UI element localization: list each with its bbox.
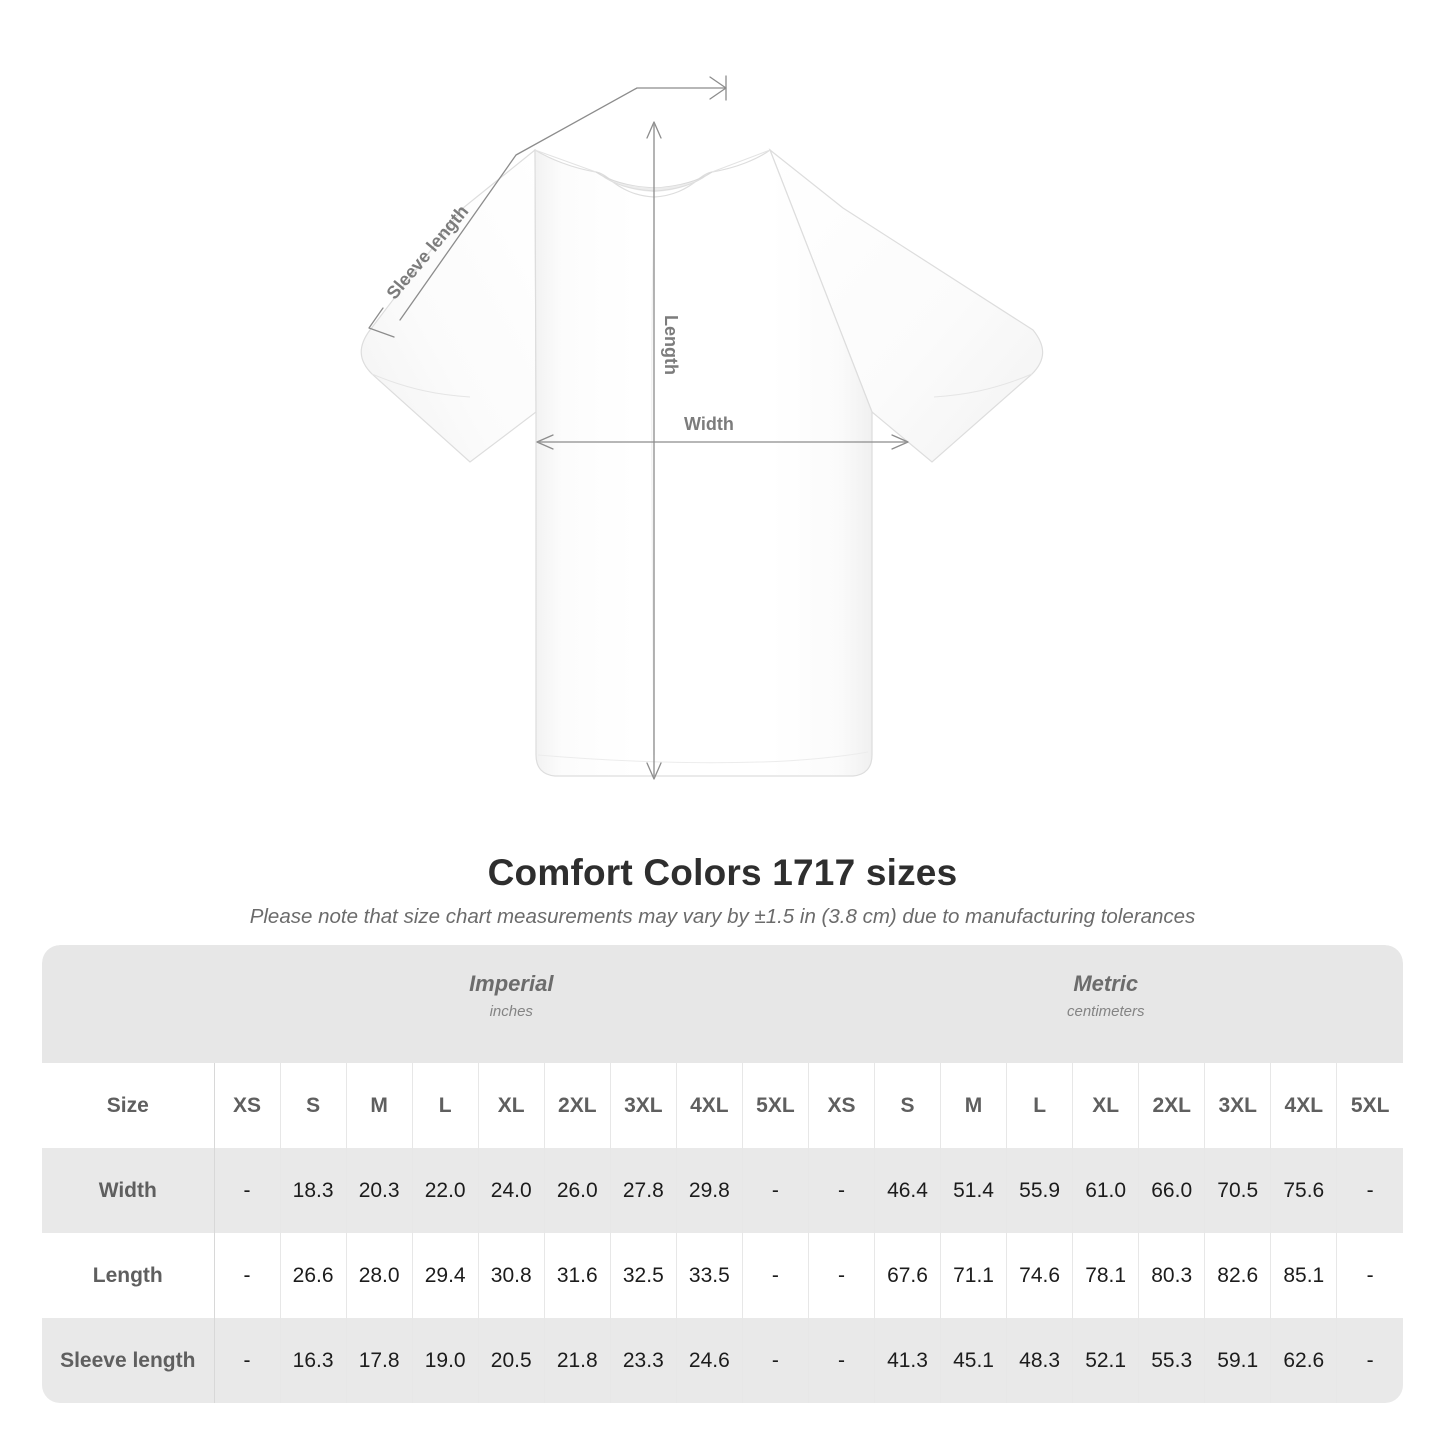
svg-text:Length: Length	[661, 315, 681, 375]
svg-text:Width: Width	[684, 414, 734, 434]
